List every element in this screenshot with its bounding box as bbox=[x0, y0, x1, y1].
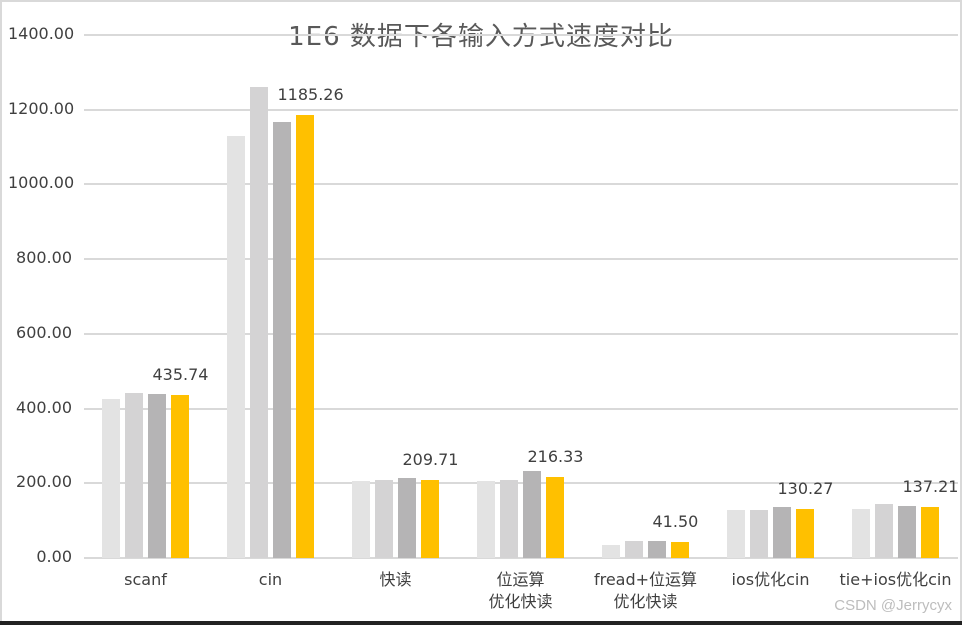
bar-series-4 bbox=[295, 115, 314, 558]
x-category-label: tie+ios优化cin bbox=[839, 570, 952, 589]
data-label: 130.27 bbox=[777, 479, 834, 499]
chart-title-text: 1E6 数据下各输入方式速度对比 bbox=[288, 22, 674, 52]
gridline bbox=[84, 332, 958, 335]
bar-series-4 bbox=[170, 395, 189, 558]
x-category-label: cin bbox=[258, 570, 283, 589]
x-category-label: 位运算 优化快读 bbox=[488, 570, 553, 611]
chart-title: 1E6 数据下各输入方式速度对比 bbox=[0, 16, 962, 53]
bar-series-3 bbox=[397, 477, 416, 558]
y-tick-label: 200.00 bbox=[16, 472, 72, 492]
bar-series-3 bbox=[522, 470, 541, 558]
bar-series-2 bbox=[124, 392, 143, 558]
data-label: 137.21 bbox=[902, 476, 959, 496]
x-category-label: scanf bbox=[124, 570, 167, 589]
x-category-label: fread+位运算 优化快读 bbox=[593, 570, 698, 611]
gridline bbox=[84, 557, 958, 559]
data-label: 41.50 bbox=[652, 512, 699, 532]
gridline bbox=[84, 407, 958, 410]
bar-series-3 bbox=[147, 394, 166, 558]
bar-series-1 bbox=[476, 480, 495, 558]
y-tick-label: 1000.00 bbox=[8, 173, 75, 193]
gridline bbox=[84, 183, 958, 186]
y-tick-label: 1200.00 bbox=[8, 98, 75, 118]
bar-series-4 bbox=[920, 506, 939, 558]
y-tick-label: 600.00 bbox=[16, 322, 72, 342]
gridline bbox=[84, 108, 958, 111]
bar-series-3 bbox=[897, 505, 916, 558]
bar-series-4 bbox=[545, 477, 564, 558]
bar-series-1 bbox=[726, 510, 745, 558]
bar-series-2 bbox=[749, 510, 768, 558]
bar-series-2 bbox=[874, 503, 893, 558]
y-tick-label: 400.00 bbox=[16, 397, 72, 417]
bar-series-1 bbox=[226, 135, 245, 558]
y-tick-label: 0.00 bbox=[36, 547, 72, 566]
data-label: 209.71 bbox=[402, 449, 459, 469]
gridline bbox=[84, 258, 958, 261]
gridline bbox=[84, 34, 958, 36]
bar-series-3 bbox=[772, 506, 791, 558]
x-category-label: ios优化cin bbox=[731, 570, 810, 589]
bar-series-4 bbox=[420, 479, 439, 558]
bar-series-3 bbox=[272, 122, 291, 558]
bar-series-1 bbox=[351, 481, 370, 558]
data-label: 1185.26 bbox=[277, 85, 344, 105]
data-label: 216.33 bbox=[527, 447, 584, 467]
bar-series-4 bbox=[670, 542, 689, 558]
bar-series-1 bbox=[851, 509, 870, 558]
x-category-label: 快读 bbox=[379, 570, 412, 589]
y-tick-label: 800.00 bbox=[16, 248, 72, 268]
bar-series-2 bbox=[624, 541, 643, 558]
bar-series-2 bbox=[374, 479, 393, 558]
window-edge bbox=[0, 621, 962, 625]
bar-series-2 bbox=[249, 87, 268, 558]
bar-series-4 bbox=[795, 509, 814, 558]
data-label: 435.74 bbox=[152, 365, 209, 385]
watermark: CSDN @Jerrycyx bbox=[834, 597, 952, 614]
bar-series-1 bbox=[601, 544, 620, 558]
bar-series-1 bbox=[101, 399, 120, 558]
bar-series-2 bbox=[499, 479, 518, 558]
gridline bbox=[84, 482, 958, 485]
y-tick-label: 1400.00 bbox=[8, 24, 75, 43]
bar-series-3 bbox=[647, 540, 666, 558]
